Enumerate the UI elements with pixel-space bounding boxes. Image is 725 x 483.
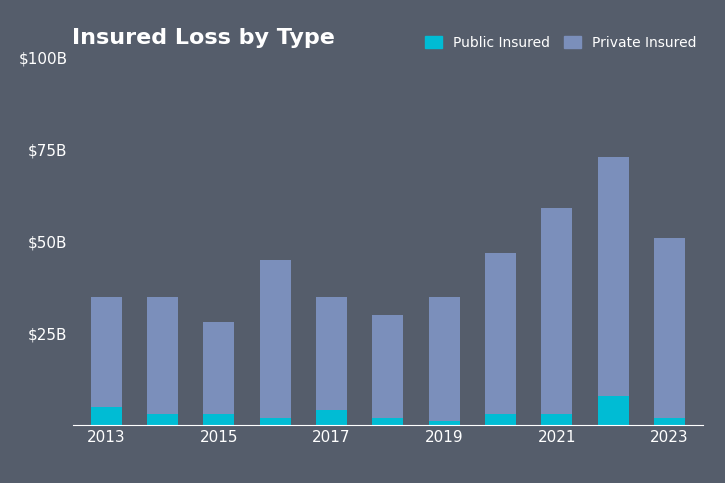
Bar bbox=[542, 414, 572, 425]
Bar bbox=[428, 297, 460, 421]
Text: Insured Loss by Type: Insured Loss by Type bbox=[72, 28, 336, 48]
Bar bbox=[91, 407, 122, 425]
Bar bbox=[597, 157, 629, 396]
Bar bbox=[147, 297, 178, 414]
Bar bbox=[542, 209, 572, 414]
Bar bbox=[485, 414, 516, 425]
Bar bbox=[204, 322, 234, 414]
Legend: Public Insured, Private Insured: Public Insured, Private Insured bbox=[426, 36, 696, 50]
Bar bbox=[485, 253, 516, 414]
Bar bbox=[316, 297, 347, 411]
Bar bbox=[373, 315, 403, 418]
Bar bbox=[316, 411, 347, 425]
Bar bbox=[260, 260, 291, 418]
Bar bbox=[260, 418, 291, 425]
Bar bbox=[91, 297, 122, 407]
Bar bbox=[204, 414, 234, 425]
Bar bbox=[654, 418, 685, 425]
Bar bbox=[428, 421, 460, 425]
Bar bbox=[147, 414, 178, 425]
Bar bbox=[654, 238, 685, 418]
Bar bbox=[373, 418, 403, 425]
Bar bbox=[597, 396, 629, 425]
